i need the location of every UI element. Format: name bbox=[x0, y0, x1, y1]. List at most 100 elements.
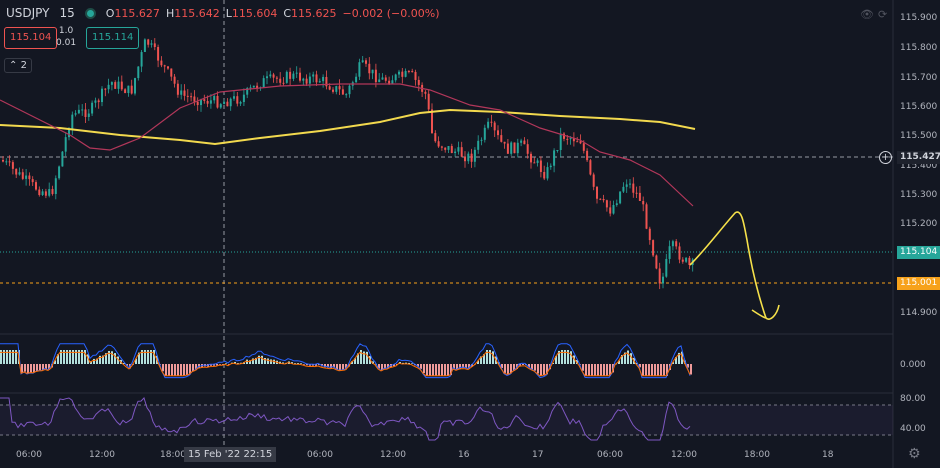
macd-bar bbox=[678, 352, 680, 364]
candle-body bbox=[662, 276, 664, 284]
macd-bar bbox=[81, 350, 83, 364]
time-tick: 06:00 bbox=[597, 450, 623, 460]
settings-gear-icon[interactable]: ⚙ bbox=[908, 446, 921, 462]
macd-bar bbox=[477, 360, 479, 364]
candle-body bbox=[272, 74, 275, 78]
candle-body bbox=[236, 96, 239, 104]
price-tick: 115.600 bbox=[900, 102, 937, 112]
macd-bar bbox=[237, 363, 239, 364]
macd-bar bbox=[588, 364, 590, 376]
candle-body bbox=[556, 149, 559, 151]
candle-body bbox=[493, 122, 496, 131]
sell-button[interactable]: 115.104 bbox=[4, 27, 58, 49]
macd-bar bbox=[387, 364, 389, 369]
macd-bar bbox=[603, 364, 605, 376]
candle-body bbox=[533, 162, 536, 164]
macd-bar bbox=[291, 362, 293, 364]
candle-body bbox=[137, 66, 140, 79]
candle-body bbox=[582, 143, 585, 151]
macd-bar bbox=[6, 350, 8, 364]
candle-body bbox=[183, 90, 186, 96]
symbol-legend[interactable]: USDJPY 15 O115.627 H115.642 L115.604 C11… bbox=[6, 6, 440, 20]
candle-body bbox=[44, 191, 47, 196]
macd-bar bbox=[489, 350, 491, 364]
refresh-icon[interactable]: ⟳ bbox=[878, 8, 888, 21]
macd-bar bbox=[0, 350, 2, 364]
macd-bar bbox=[351, 361, 353, 364]
candle-body bbox=[348, 85, 351, 95]
indicator-count: 2 bbox=[20, 60, 27, 71]
macd-bar bbox=[627, 350, 629, 364]
candlestick-series[interactable] bbox=[2, 38, 694, 290]
ohlc-open: 115.627 bbox=[114, 6, 160, 20]
macd-bar bbox=[192, 364, 194, 372]
candle-body bbox=[648, 228, 651, 241]
candle-body bbox=[615, 203, 618, 206]
candle-body bbox=[487, 121, 490, 128]
macd-bar bbox=[657, 364, 659, 376]
macd-bar bbox=[66, 350, 68, 364]
candle-body bbox=[173, 76, 176, 84]
macd-bar bbox=[138, 352, 140, 364]
candle-body bbox=[153, 43, 156, 48]
symbol-name[interactable]: USDJPY bbox=[6, 6, 50, 20]
time-tick: 18:00 bbox=[744, 450, 770, 460]
macd-bar bbox=[438, 364, 440, 376]
candle-body bbox=[470, 153, 473, 162]
macd-bar bbox=[441, 364, 443, 376]
candle-body bbox=[490, 121, 493, 123]
candle-body bbox=[64, 137, 67, 152]
macd-bar bbox=[645, 364, 647, 376]
eye-icon[interactable]: 👁 bbox=[860, 8, 874, 21]
market-status-icon bbox=[84, 7, 96, 19]
candle-body bbox=[447, 146, 450, 150]
lot-size[interactable]: 1.0 0.01 bbox=[56, 25, 76, 49]
candle-body bbox=[371, 69, 374, 74]
candle-body bbox=[107, 84, 110, 90]
macd-bar bbox=[339, 364, 341, 371]
macd-bar bbox=[561, 350, 563, 364]
candle-body bbox=[497, 130, 499, 136]
candle-body bbox=[285, 71, 288, 83]
macd-signal-line[interactable] bbox=[0, 351, 691, 377]
moving-average-fast[interactable] bbox=[0, 83, 694, 207]
indicators-toggle[interactable]: ⌃ 2 bbox=[4, 58, 32, 73]
macd-bar bbox=[72, 350, 74, 364]
macd-bar bbox=[567, 350, 569, 364]
crosshair-plus-icon[interactable]: + bbox=[879, 151, 892, 164]
moving-average-slow[interactable] bbox=[0, 108, 696, 146]
candle-body bbox=[295, 72, 298, 74]
macd-bar bbox=[492, 351, 494, 364]
candle-body bbox=[104, 88, 107, 90]
candle-body bbox=[685, 257, 688, 262]
ohlc-close: 115.625 bbox=[291, 6, 337, 20]
buy-button[interactable]: 115.114 bbox=[86, 27, 140, 49]
macd-bar bbox=[606, 364, 608, 376]
candle-body bbox=[256, 85, 259, 89]
macd-line[interactable] bbox=[0, 343, 691, 379]
hand-drawn-projection[interactable] bbox=[689, 211, 780, 320]
candle-body bbox=[500, 135, 503, 142]
macd-bar bbox=[381, 364, 383, 371]
rsi-tick: 80.00 bbox=[900, 394, 926, 404]
macd-bar bbox=[336, 364, 338, 370]
macd-bar bbox=[69, 350, 71, 364]
candle-body bbox=[526, 144, 529, 154]
candle-body bbox=[275, 77, 278, 79]
candle-body bbox=[325, 76, 328, 87]
macd-bar bbox=[510, 364, 512, 374]
macd-bar bbox=[522, 364, 524, 365]
macd-bar bbox=[456, 364, 458, 370]
macd-bar bbox=[360, 350, 362, 364]
timeframe[interactable]: 15 bbox=[59, 6, 75, 20]
macd-bar bbox=[189, 364, 191, 375]
candle-body bbox=[434, 133, 437, 142]
candle-body bbox=[289, 71, 292, 79]
macd-bar bbox=[558, 350, 560, 364]
candle-body bbox=[8, 161, 11, 163]
price-tick: 115.900 bbox=[900, 13, 937, 23]
macd-bar bbox=[426, 364, 428, 376]
rsi-line[interactable] bbox=[0, 397, 691, 441]
candle-body bbox=[11, 162, 14, 169]
